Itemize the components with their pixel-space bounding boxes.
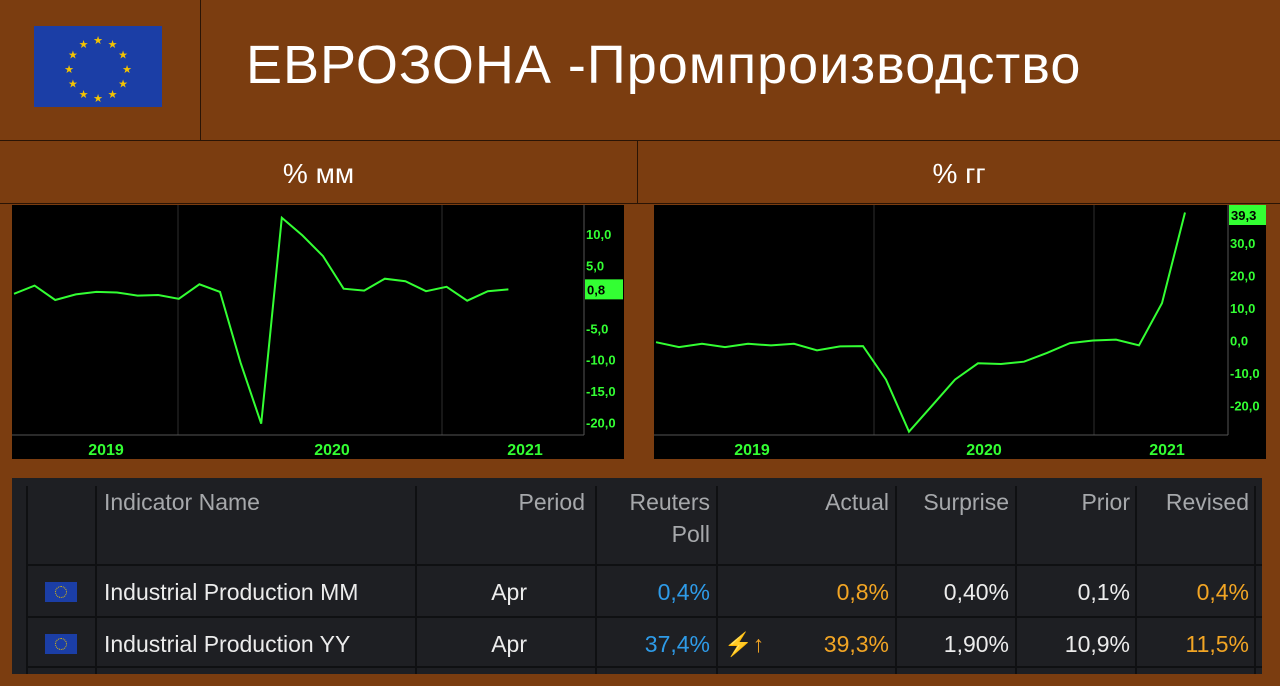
flag-star-icon: ★ — [79, 38, 89, 51]
flag-star-icon: ★ — [108, 88, 118, 101]
subheader-mm: % мм — [0, 141, 638, 204]
header-actual[interactable]: Actual — [825, 489, 889, 515]
flag-star-icon: ★ — [79, 88, 89, 101]
indicator-table: Indicator Name Period Reuters Poll Actua… — [12, 478, 1262, 674]
revised-value: 11,5% — [1185, 631, 1249, 657]
eu-flag-icon: ★ ★ ★ ★ ★ ★ ★ ★ ★ ★ ★ ★ — [34, 26, 162, 107]
y-tick-label: -20,0 — [1230, 399, 1260, 414]
indicator-name: Industrial Production MM — [104, 579, 359, 605]
x-tick-label: 2020 — [314, 442, 350, 459]
table-row[interactable]: Industrial Production MM Apr 0,4% 0,8% 0… — [12, 566, 1262, 614]
y-tick-label: -20,0 — [586, 415, 616, 430]
series-line — [655, 212, 1186, 434]
chart-yy: 30,0 20,0 10,0 0,0 -10,0 -20,0 2019 2020 2021 39,… — [654, 205, 1266, 459]
actual-value: 0,8% — [836, 579, 889, 605]
y-tick-label: 20,0 — [1230, 268, 1255, 283]
flag-star-icon: ★ — [122, 63, 132, 76]
header-period[interactable]: Period — [518, 489, 585, 515]
series-line — [13, 215, 509, 425]
flag-star-icon: ★ — [118, 78, 128, 91]
y-tick-label: -10,0 — [1230, 366, 1260, 381]
y-tick-label: 5,0 — [586, 259, 604, 274]
y-tick-label: 30,0 — [1230, 236, 1255, 251]
header-indicator-name[interactable]: Indicator Name — [104, 489, 260, 515]
period-value: Apr — [491, 631, 527, 657]
surprise-up-arrow-icon: ⚡↑ — [724, 631, 765, 657]
last-value-marker — [1229, 205, 1266, 225]
table-row[interactable]: Industrial Production YY Apr 37,4% ⚡↑ 39… — [12, 618, 1262, 666]
y-tick-label: -5,0 — [586, 321, 608, 336]
header-reuters-poll[interactable]: Reuters Poll — [595, 486, 710, 550]
y-tick-label: 10,0 — [586, 227, 611, 242]
subheader-yy: % гг — [638, 141, 1280, 204]
flag-star-icon: ★ — [68, 78, 78, 91]
indicator-name: Industrial Production YY — [104, 631, 351, 657]
surprise-value: 0,40% — [943, 579, 1009, 605]
flag-star-icon: ★ — [118, 49, 128, 62]
x-tick-label: 2020 — [966, 442, 1002, 459]
surprise-value: 1,90% — [943, 631, 1009, 657]
flag-star-icon: ★ — [68, 49, 78, 62]
prior-value: 10,9% — [1064, 631, 1130, 657]
header-reuters-poll-line2: Poll — [671, 521, 710, 547]
poll-value: 0,4% — [657, 579, 710, 605]
flag-star-icon: ★ — [93, 92, 103, 105]
last-value-label: 39,3 — [1231, 208, 1256, 223]
eu-flag-icon — [45, 634, 77, 654]
prior-value: 0,1% — [1077, 579, 1130, 605]
header-reuters-poll-line1: Reuters — [629, 489, 710, 515]
flag-box: ★ ★ ★ ★ ★ ★ ★ ★ ★ ★ ★ ★ — [0, 0, 201, 140]
last-value-label: 0,8 — [587, 282, 605, 297]
period-value: Apr — [491, 579, 527, 605]
flag-star-icon: ★ — [93, 34, 103, 47]
poll-value: 37,4% — [644, 631, 710, 657]
actual-value: 39,3% — [823, 631, 889, 657]
last-value-marker — [585, 279, 623, 300]
x-tick-label: 2021 — [507, 442, 543, 459]
header-revised[interactable]: Revised — [1165, 489, 1249, 515]
y-tick-label: 0,0 — [1230, 334, 1248, 349]
chart-mm: 10,0 5,0 -5,0 -10,0 -15,0 -20,0 2019 2020 2021 0,… — [12, 205, 624, 459]
revised-value: 0,4% — [1196, 579, 1249, 605]
y-tick-label: -10,0 — [586, 353, 616, 368]
eu-flag-icon — [45, 582, 77, 602]
x-tick-label: 2019 — [88, 442, 124, 459]
chart-gridlines — [654, 205, 1229, 436]
x-tick-label: 2019 — [734, 442, 770, 459]
header-surprise[interactable]: Surprise — [923, 489, 1009, 515]
header-prior[interactable]: Prior — [1081, 489, 1130, 515]
chart-gridlines — [12, 205, 585, 436]
flag-star-icon: ★ — [108, 38, 118, 51]
flag-star-icon: ★ — [64, 63, 74, 76]
x-tick-label: 2021 — [1149, 442, 1185, 459]
page-title: ЕВРОЗОНА -Промпроизводство — [246, 35, 1082, 95]
y-tick-label: -15,0 — [586, 384, 616, 399]
y-tick-label: 10,0 — [1230, 301, 1255, 316]
header-bar: ★ ★ ★ ★ ★ ★ ★ ★ ★ ★ ★ ★ ЕВРОЗОНА -Промпроизводство — [0, 0, 1280, 141]
